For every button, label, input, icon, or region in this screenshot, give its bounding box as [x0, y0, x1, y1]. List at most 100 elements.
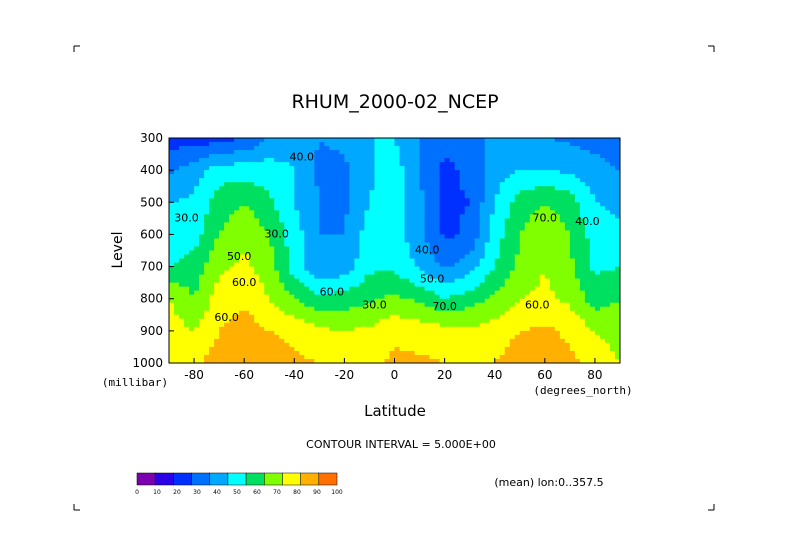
contour-cell — [444, 266, 451, 272]
corner-mark-top-right — [708, 45, 715, 52]
contour-cell — [219, 274, 225, 280]
contour-cell — [409, 166, 416, 171]
contour-cell — [594, 178, 601, 183]
contour-cell — [354, 342, 361, 348]
contour-cell — [539, 154, 546, 159]
contour-cell — [504, 242, 511, 248]
contour-cell — [404, 154, 411, 159]
contour-cell — [464, 330, 471, 336]
contour-cell — [259, 250, 265, 256]
contour-cell — [499, 354, 506, 360]
contour-cell — [274, 190, 280, 195]
contour-cell — [354, 206, 361, 211]
contour-cell — [454, 330, 461, 336]
contour-cell — [369, 178, 376, 183]
contour-cell — [224, 218, 230, 223]
contour-cell — [584, 190, 591, 195]
contour-cell — [524, 326, 531, 332]
contour-cell — [189, 166, 195, 171]
contour-cell — [274, 330, 280, 336]
contour-cell — [614, 218, 620, 223]
contour-cell — [589, 314, 596, 320]
contour-cell — [609, 162, 616, 167]
contour-cell — [334, 298, 340, 304]
contour-cell — [569, 246, 576, 252]
contour-cell — [529, 318, 536, 324]
contour-cell — [169, 334, 175, 340]
contour-cell — [299, 318, 305, 324]
contour-cell — [514, 310, 521, 316]
contour-cell — [569, 298, 576, 304]
contour-cell — [579, 306, 586, 312]
contour-cell — [314, 322, 320, 328]
contour-cell — [534, 266, 541, 272]
contour-cell — [454, 342, 461, 348]
contour-cell — [259, 270, 265, 276]
contour-cell — [414, 146, 421, 151]
contour-cell — [229, 162, 235, 167]
contour-cell — [209, 246, 215, 252]
contour-cell — [549, 170, 556, 175]
contour-cell — [279, 154, 285, 159]
contour-cell — [234, 258, 240, 264]
contour-cell — [194, 214, 200, 219]
contour-cell — [434, 210, 441, 215]
contour-cell — [499, 350, 506, 356]
contour-cell — [309, 210, 315, 215]
contour-cell — [489, 218, 496, 223]
contour-cell — [414, 302, 421, 308]
contour-cell — [514, 230, 521, 236]
contour-cell — [334, 302, 340, 308]
contour-cell — [519, 338, 526, 344]
contour-cell — [509, 266, 516, 272]
contour-cell — [294, 294, 300, 300]
contour-cell — [239, 266, 245, 272]
contour-cell — [554, 210, 561, 215]
contour-cell — [599, 174, 606, 179]
contour-cell — [254, 198, 260, 203]
contour-cell — [579, 194, 586, 199]
contour-cell — [379, 346, 386, 352]
contour-cell — [584, 154, 591, 159]
contour-cell — [514, 338, 521, 344]
contour-cell — [429, 250, 436, 256]
contour-cell — [519, 246, 526, 252]
contour-cell — [194, 306, 200, 312]
contour-cell — [534, 238, 541, 244]
contour-cell — [394, 326, 401, 332]
contour-cell — [599, 234, 606, 240]
contour-cell — [319, 258, 325, 264]
contour-cell — [554, 146, 561, 151]
contour-cell — [364, 214, 371, 219]
contour-cell — [504, 254, 511, 260]
contour-cell — [464, 202, 471, 207]
contour-cell — [434, 330, 441, 336]
contour-cell — [344, 270, 350, 276]
contour-cell — [449, 214, 456, 219]
contour-cell — [179, 178, 185, 183]
contour-cell — [204, 146, 210, 151]
contour-cell — [514, 274, 521, 280]
contour-cell — [344, 166, 350, 171]
contour-cell — [464, 298, 471, 304]
contour-cell — [434, 242, 441, 248]
contour-cell — [564, 302, 571, 308]
contour-cell — [259, 146, 265, 151]
contour-cell — [194, 334, 200, 340]
contour-cell — [594, 194, 601, 199]
contour-cell — [544, 238, 551, 244]
contour-cell — [204, 154, 210, 159]
contour-cell — [224, 310, 230, 316]
contour-cell — [464, 306, 471, 312]
contour-cell — [224, 214, 230, 219]
contour-cell — [239, 334, 245, 340]
contour-cell — [389, 254, 396, 260]
contour-cell — [539, 254, 546, 260]
contour-cell — [459, 226, 466, 232]
contour-cell — [424, 170, 431, 175]
contour-cell — [289, 274, 295, 280]
contour-cell — [184, 262, 190, 268]
contour-cell — [519, 322, 526, 328]
contour-cell — [604, 186, 611, 191]
contour-cell — [599, 182, 606, 187]
